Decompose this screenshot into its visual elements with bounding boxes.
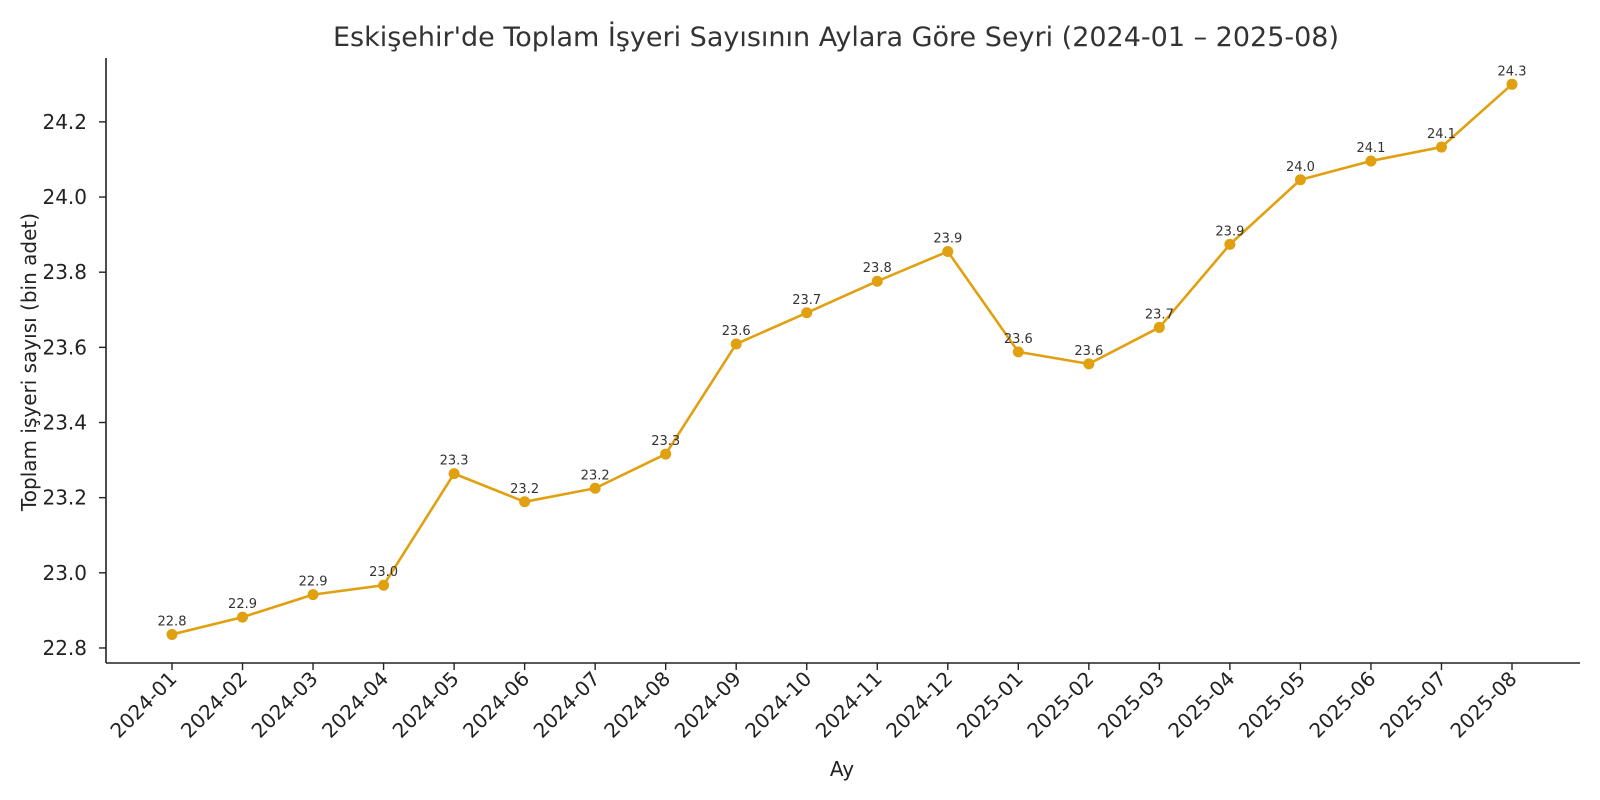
data-point [871, 275, 883, 287]
y-tick-label: 23.6 [42, 335, 87, 359]
y-tick-label: 22.8 [42, 636, 87, 660]
x-tick-label: 2024-04 [317, 667, 393, 743]
data-point [1153, 321, 1165, 333]
x-tick-label: 2024-07 [529, 667, 605, 743]
y-tick-label: 23.4 [42, 411, 87, 435]
x-tick-label: 2025-06 [1304, 667, 1380, 743]
data-label: 23.3 [651, 434, 680, 449]
data-label: 22.9 [299, 575, 328, 590]
x-tick-label: 2024-03 [247, 667, 323, 743]
x-tick-label: 2025-01 [952, 667, 1028, 743]
data-point [1083, 358, 1095, 370]
data-label: 23.0 [369, 565, 398, 580]
y-tick-label: 24.2 [42, 110, 87, 134]
data-point [1012, 346, 1024, 358]
x-tick-label: 2024-11 [811, 667, 887, 743]
x-tick-label: 2024-02 [176, 667, 252, 743]
data-point [1294, 174, 1306, 186]
x-tick-label: 2025-04 [1163, 667, 1239, 743]
data-label: 23.3 [440, 454, 469, 469]
data-label: 22.8 [158, 614, 187, 629]
data-label: 23.7 [792, 293, 821, 308]
data-point [378, 579, 390, 591]
x-tick-label: 2025-07 [1375, 667, 1451, 743]
chart-title: Eskişehir'de Toplam İşyeri Sayısının Ayl… [333, 21, 1339, 53]
data-point [942, 246, 954, 258]
x-tick-label: 2024-09 [670, 667, 746, 743]
data-label: 24.1 [1356, 141, 1385, 156]
data-point [237, 611, 249, 623]
series-line [170, 83, 1514, 636]
x-tick-label: 2024-10 [740, 667, 816, 743]
data-point [1435, 141, 1447, 153]
x-tick-label: 2025-02 [1022, 667, 1098, 743]
x-tick-label: 2025-03 [1093, 667, 1169, 743]
data-label: 23.6 [1074, 344, 1103, 359]
data-label: 23.7 [1145, 307, 1174, 322]
data-label: 23.6 [722, 324, 751, 339]
x-tick-label: 2024-01 [105, 667, 181, 743]
data-label: 23.2 [510, 482, 539, 497]
y-axis-ticks: 22.8 23.0 23.2 23.4 23.6 23.8 24.0 24.2 [42, 110, 106, 660]
data-point [519, 496, 531, 508]
data-label: 24.3 [1498, 64, 1527, 79]
data-point [730, 338, 742, 350]
data-label: 23.8 [863, 261, 892, 276]
y-tick-label: 23.8 [42, 260, 87, 284]
x-tick-label: 2024-06 [458, 667, 534, 743]
data-label: 23.9 [933, 232, 962, 247]
x-tick-label: 2025-08 [1445, 667, 1521, 743]
data-point [1224, 238, 1236, 250]
x-axis-label: Ay [830, 757, 854, 781]
y-axis-label: Toplam işyeri sayısı (bin adet) [17, 213, 41, 512]
series-group [166, 78, 1518, 640]
data-point [307, 589, 319, 601]
x-tick-label: 2024-12 [881, 667, 957, 743]
data-label: 24.1 [1427, 127, 1456, 142]
data-point [1365, 155, 1377, 167]
data-point [448, 468, 460, 480]
data-point [1506, 78, 1518, 90]
data-label: 24.0 [1286, 160, 1315, 175]
data-point [166, 628, 178, 640]
data-label: 23.6 [1004, 332, 1033, 347]
data-label: 23.9 [1215, 224, 1244, 239]
data-point [589, 482, 601, 494]
y-tick-label: 24.0 [42, 185, 87, 209]
data-point [801, 307, 813, 319]
data-label: 22.9 [228, 597, 257, 612]
data-point [660, 448, 672, 460]
x-tick-label: 2024-05 [388, 667, 464, 743]
x-tick-label: 2025-05 [1234, 667, 1310, 743]
y-tick-label: 23.2 [42, 486, 87, 510]
data-labels-group: 22.8 22.9 22.9 23.0 23.3 23.2 23.2 23.3 23.6 23.7… [158, 64, 1527, 629]
x-tick-label: 2024-08 [599, 667, 675, 743]
y-tick-label: 23.0 [42, 561, 87, 585]
data-label: 23.2 [581, 468, 610, 483]
x-axis-ticks: 2024-012024-022024-032024-042024-052024-… [105, 663, 1522, 743]
